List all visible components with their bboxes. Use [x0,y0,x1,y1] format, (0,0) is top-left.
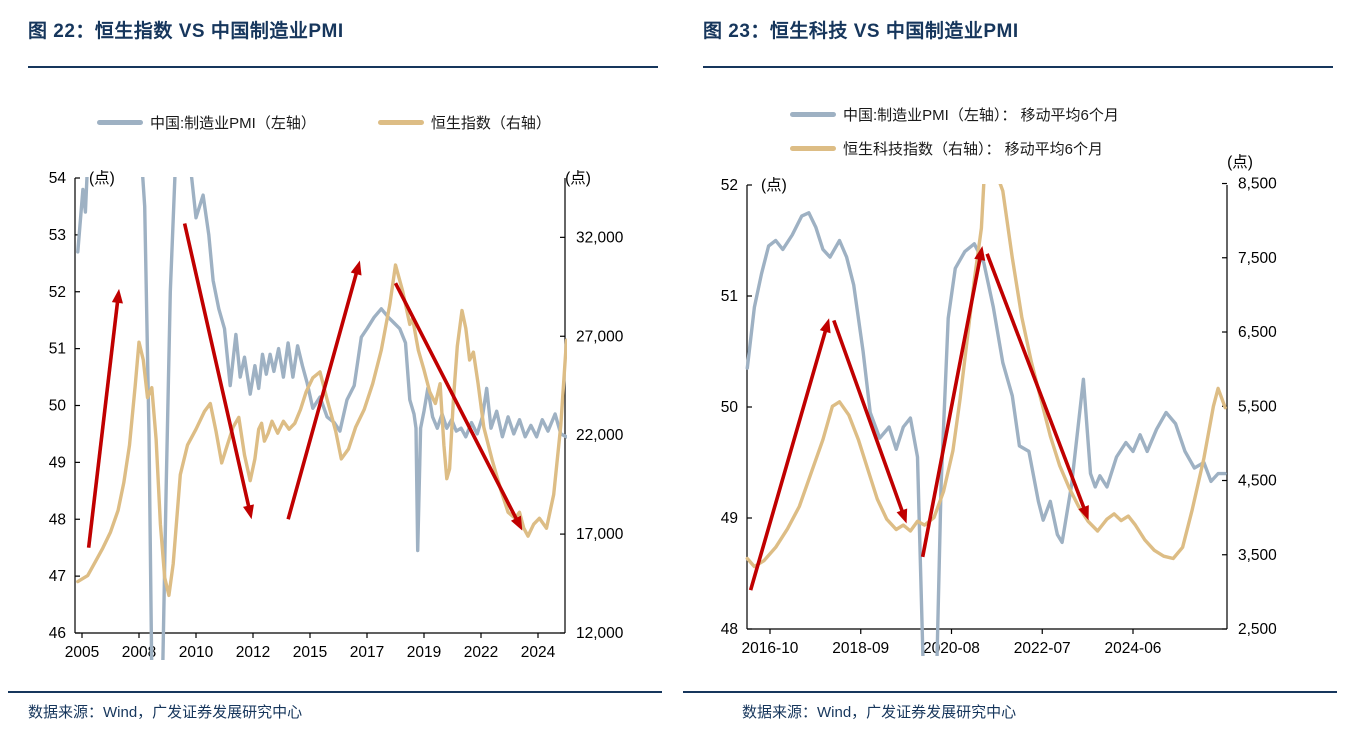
source-note: 数据来源：Wind，广发证券发展研究中心 [28,704,303,721]
trend-arrows [748,246,1089,591]
pmi-line-swatch [97,120,143,125]
trend-arrow-head [974,246,986,261]
legend-item-index: 恒生科技指数（右轴）： 移动平均6个月 [790,138,1119,159]
legend-item-pmi: 中国:制造业PMI（左轴） [97,112,316,133]
x-axis-tick-label: 2008 [122,644,156,661]
chart-title: 图 22：恒生指数 VS 中国制造业PMI [28,21,344,42]
x-axis-tick-label: 2010 [179,644,214,661]
series-group [76,177,567,660]
figure-23-panel: 图 23：恒生科技 VS 中国制造业PMI 中国:制造业PMI（左轴）： 移动平… [675,0,1349,750]
index-line-swatch [790,146,836,151]
index-line-swatch [377,120,424,125]
left-axis-unit-label: (点) [89,169,115,187]
legend-label: 中国:制造业PMI（左轴） [150,115,316,132]
series-group [745,184,1227,656]
y-axis-tick-label: 12,000 [576,625,624,642]
title-divider [703,66,1333,68]
x-axis-tick-label: 2020-08 [923,640,980,657]
right-axis-unit-label: (点) [565,169,591,187]
trend-arrow-line [393,282,520,524]
y-axis-tick-label: 52 [721,177,738,194]
y-axis-tick-label: 8,500 [1238,176,1277,193]
y-axis-tick-label: 47 [49,568,66,585]
x-axis-tick-label: 2019 [407,644,441,661]
right-axis-unit-label: (点) [1227,153,1253,171]
y-axis-tick-label: 17,000 [576,526,624,543]
figure-22-panel: 图 22：恒生指数 VS 中国制造业PMI 中国:制造业PMI（左轴） 恒生指数… [0,0,674,750]
trend-arrow-line [182,223,252,511]
chart-title: 图 23：恒生科技 VS 中国制造业PMI [703,21,1019,42]
legend-label: 恒生科技指数（右轴）： 移动平均6个月 [843,141,1104,158]
trend-arrow-head [510,515,523,531]
x-axis-tick-label: 2012 [236,644,270,661]
x-axis-tick-label: 2017 [350,644,384,661]
y-axis-tick-label: 48 [721,621,738,638]
y-axis-tick-label: 5,500 [1238,398,1277,415]
legend: 中国:制造业PMI（左轴） 恒生指数（右轴） [97,112,551,133]
x-axis-tick-label: 2018-09 [832,640,889,657]
trend-arrow-line [985,253,1088,513]
y-axis-tick-label: 6,500 [1238,324,1277,341]
pmi-line-swatch [790,112,836,117]
x-axis-tick-label: 2015 [293,644,327,661]
trend-arrow-head [896,508,908,524]
x-axis-tick-label: 2022 [464,644,498,661]
footer-divider [8,691,662,693]
title-divider [28,66,658,68]
y-axis-tick-label: 27,000 [576,328,624,345]
y-axis-tick-label: 51 [49,341,66,358]
x-axis-tick-label: 2005 [65,644,99,661]
y-axis-tick-label: 48 [49,511,66,528]
y-axis-tick-label: 4,500 [1238,473,1277,490]
legend-label: 恒生指数（右轴） [430,115,551,132]
legend: 中国:制造业PMI（左轴）： 移动平均6个月 恒生科技指数（右轴）： 移动平均6… [790,104,1119,159]
index-line-path [745,184,1227,569]
trend-arrow-line [286,268,360,520]
legend-label: 中国:制造业PMI（左轴）： 移动平均6个月 [843,107,1119,124]
trend-arrow-line [920,254,983,558]
y-axis-tick-label: 54 [49,170,67,187]
x-axis-tick-label: 2024 [521,644,556,661]
legend-item-pmi: 中国:制造业PMI（左轴）： 移动平均6个月 [790,104,1119,125]
legend-item-index: 恒生指数（右轴） [377,112,551,133]
y-axis-tick-label: 50 [49,398,67,415]
chart-canvas-fig22: 46 47 48 49 50 51 52 53 54 12,000 17,000 22,000 27,0… [49,169,624,661]
chart-canvas-fig23: 48 49 50 51 52 2,500 3,500 4,500 5,500 6,500 7,500… [721,153,1277,657]
trend-arrow-head [1078,505,1089,521]
trend-arrow-head [350,260,362,276]
trend-arrow-line [748,326,829,591]
trend-arrow-head [243,504,254,520]
source-note: 数据来源：Wind，广发证券发展研究中心 [742,704,1017,721]
y-axis-tick-label: 32,000 [576,229,624,246]
left-axis-unit-label: (点) [761,176,787,194]
trend-arrow-line [832,319,906,516]
y-axis-tick-label: 22,000 [576,427,624,444]
x-axis-tick-label: 2016-10 [742,640,799,657]
axes [74,177,566,638]
trend-arrow-line [86,297,120,548]
y-axis-tick-label: 46 [49,625,66,642]
footer-divider [683,691,1337,693]
x-axis-tick-label: 2022-07 [1014,640,1071,657]
trend-arrows [86,223,523,548]
y-axis-tick-label: 2,500 [1238,621,1277,638]
y-axis-tick-label: 50 [721,399,739,416]
index-line-path [76,263,567,598]
trend-arrow-head [111,288,123,304]
trend-arrow-head [819,318,831,334]
axes [746,182,1228,634]
y-axis-tick-label: 49 [49,454,66,471]
y-axis-tick-label: 51 [721,288,738,305]
y-axis-tick-label: 49 [721,510,738,527]
y-axis-tick-label: 3,500 [1238,547,1277,564]
x-axis-tick-label: 2024-06 [1105,640,1162,657]
y-axis-tick-label: 7,500 [1238,250,1277,267]
axis-labels: 46 47 48 49 50 51 52 53 54 12,000 17,000 22,000 27,0… [49,169,624,661]
pmi-line-path [76,177,567,660]
y-axis-tick-label: 53 [49,227,66,244]
y-axis-tick-label: 52 [49,284,66,301]
